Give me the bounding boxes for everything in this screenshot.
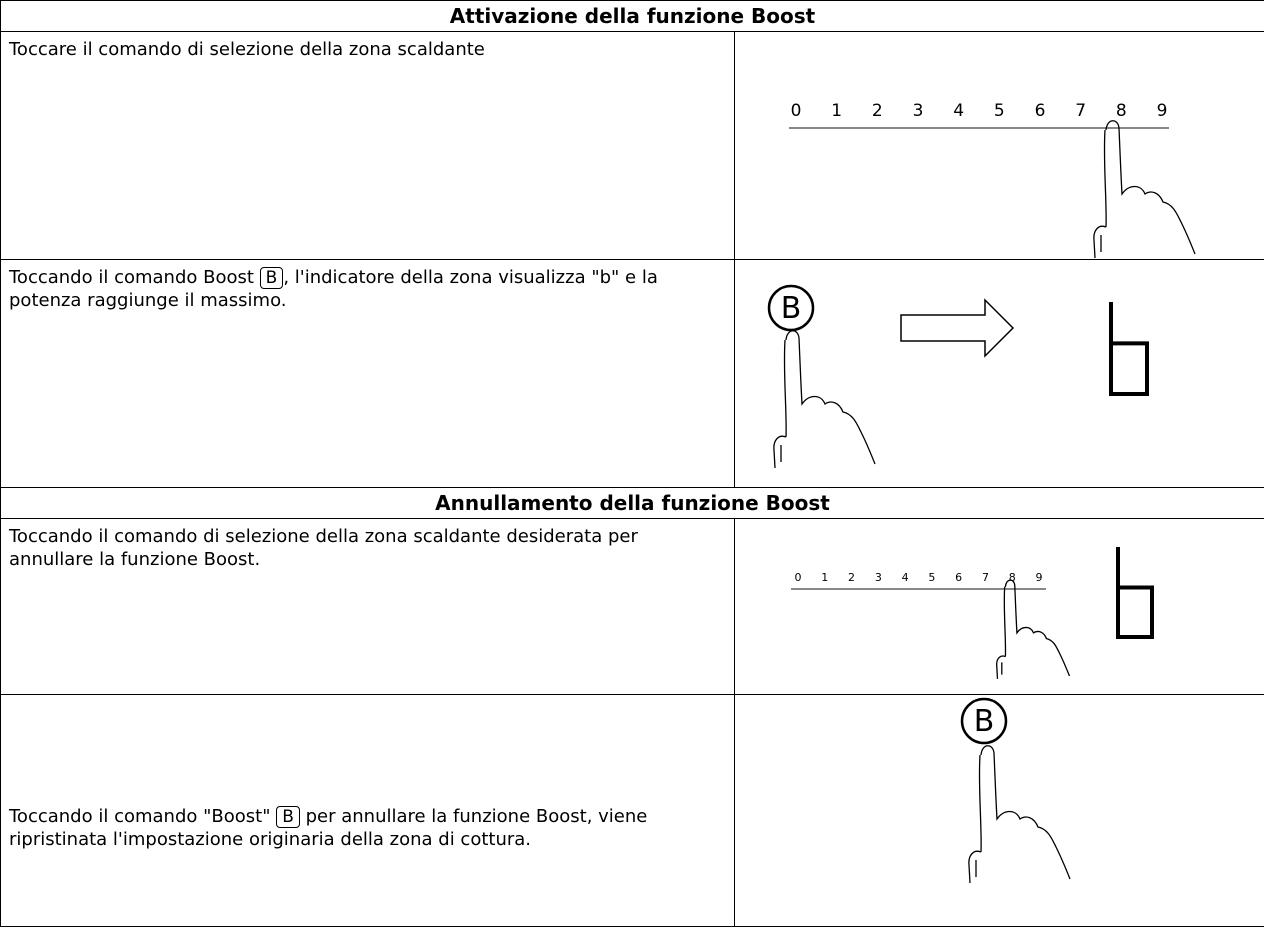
- scale-digit: 7: [982, 571, 989, 584]
- boost-button: [767, 284, 815, 332]
- step-text: Toccando il comando "Boost" B per annull…: [0, 694, 735, 927]
- text: , l'indicatore della zona visualizza "b"…: [9, 267, 658, 311]
- boost-illustration: B: [767, 284, 1149, 469]
- scale-digit: 8: [1116, 101, 1127, 121]
- boost-key: B: [276, 805, 300, 828]
- scale-illustration: 0 1 2 3 4 5 6 7 8 9: [789, 101, 1196, 259]
- step-text: Toccando il comando Boost B, l'indicator…: [0, 259, 735, 488]
- scale-digit: 1: [821, 571, 828, 584]
- boost-key: B: [259, 267, 284, 289]
- scale-digit: 0: [795, 571, 802, 584]
- b-display: [1109, 302, 1149, 396]
- scale-digit: 9: [1157, 101, 1168, 121]
- cancel-boost-illustration: B: [960, 697, 1071, 884]
- boost-button-label: B: [781, 291, 802, 326]
- scale-digit: 2: [872, 101, 883, 121]
- scale-digit: 5: [994, 101, 1005, 121]
- text: per annullare la funzione Boost, viene r…: [9, 805, 648, 850]
- scale-digit: 4: [953, 101, 964, 121]
- scale-digit: 9: [1036, 571, 1043, 584]
- scale-digit: 1: [831, 101, 842, 121]
- hand-icon: [1093, 120, 1196, 259]
- scale-digit: 2: [848, 571, 855, 584]
- boost-button-label: B: [974, 704, 995, 739]
- cancel-scale-illustration: 0 1 2 3 4 5 6 7 8 9: [791, 547, 1154, 679]
- hand-icon: [968, 745, 1071, 884]
- scale-digit: 8: [1009, 571, 1016, 584]
- hand-icon: [996, 579, 1071, 679]
- text: Toccando il comando "Boost": [9, 805, 277, 827]
- scale-digit: 5: [928, 571, 935, 584]
- arrow-icon: [900, 298, 1015, 358]
- scale-digit: 3: [875, 571, 882, 584]
- scale-digit: 0: [791, 101, 802, 121]
- text: Toccando il comando Boost: [9, 267, 260, 288]
- b-display: [1116, 547, 1154, 639]
- scale-digit: 3: [913, 101, 924, 121]
- step-text: Toccare il comando di selezione della zo…: [0, 31, 735, 260]
- scale-digit: 4: [902, 571, 909, 584]
- hand-icon: [773, 330, 876, 469]
- scale-digit: 6: [1035, 101, 1046, 121]
- step-text: Toccando il comando di selezione della z…: [0, 518, 735, 695]
- section-title: Attivazione della funzione Boost: [0, 0, 1264, 32]
- scale-digit: 6: [955, 571, 962, 584]
- boost-button: [960, 697, 1008, 745]
- section-title: Annullamento della funzione Boost: [0, 487, 1264, 519]
- scale-digit: 7: [1075, 101, 1086, 121]
